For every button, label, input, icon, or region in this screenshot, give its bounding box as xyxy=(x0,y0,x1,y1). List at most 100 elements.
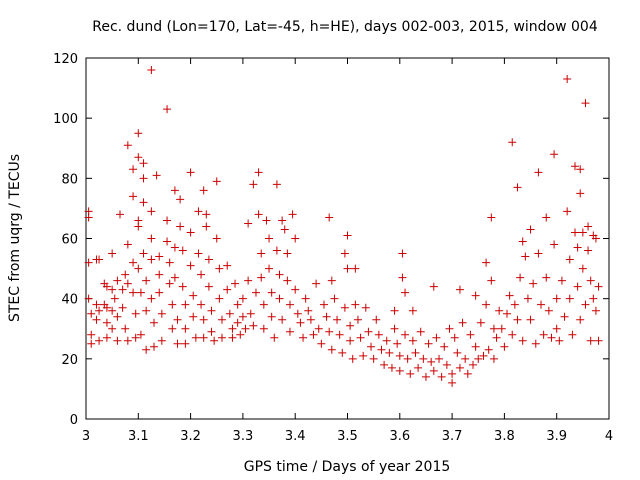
data-point xyxy=(435,355,443,363)
x-tick-label: 3.5 xyxy=(337,429,358,444)
data-point xyxy=(239,295,247,303)
data-point xyxy=(268,313,276,321)
data-point xyxy=(566,295,574,303)
data-point xyxy=(95,337,103,345)
data-point xyxy=(589,295,597,303)
y-tick-label: 80 xyxy=(61,172,78,187)
data-point xyxy=(155,253,163,261)
data-point xyxy=(584,222,592,230)
data-point xyxy=(147,207,155,215)
data-point xyxy=(537,301,545,309)
data-point xyxy=(179,283,187,291)
data-point xyxy=(134,153,142,161)
data-point xyxy=(425,340,433,348)
data-point xyxy=(349,355,357,363)
data-point xyxy=(323,313,331,321)
data-point xyxy=(328,346,336,354)
data-point xyxy=(464,370,472,378)
data-point xyxy=(171,244,179,252)
data-point xyxy=(571,228,579,236)
data-point xyxy=(453,349,461,357)
data-point xyxy=(550,241,558,249)
data-point xyxy=(372,316,380,324)
data-point xyxy=(205,283,213,291)
data-point xyxy=(341,304,349,312)
data-point xyxy=(456,364,464,372)
data-point xyxy=(134,222,142,230)
data-point xyxy=(215,295,223,303)
data-point xyxy=(438,373,446,381)
data-point xyxy=(179,247,187,255)
x-tick-label: 3.4 xyxy=(285,429,306,444)
data-point xyxy=(247,310,255,318)
data-point xyxy=(283,277,291,285)
data-point xyxy=(242,325,250,333)
data-point xyxy=(121,271,129,279)
data-point xyxy=(383,337,391,345)
data-point xyxy=(320,301,328,309)
data-point xyxy=(283,250,291,258)
data-point xyxy=(129,289,137,297)
data-point xyxy=(213,235,221,243)
data-point xyxy=(503,310,511,318)
x-tick-label: 3.6 xyxy=(389,429,410,444)
data-point xyxy=(268,289,276,297)
data-point xyxy=(223,262,231,270)
data-point xyxy=(208,328,216,336)
data-point xyxy=(174,340,182,348)
data-point xyxy=(129,259,137,267)
data-point xyxy=(289,210,297,218)
data-point xyxy=(498,325,506,333)
data-point xyxy=(124,337,132,345)
data-point xyxy=(346,337,354,345)
data-point xyxy=(330,295,338,303)
data-point xyxy=(490,355,498,363)
data-point xyxy=(411,349,419,357)
y-tick-label: 120 xyxy=(53,52,78,67)
data-point xyxy=(158,310,166,318)
data-point xyxy=(398,250,406,258)
data-point xyxy=(563,75,571,83)
data-point xyxy=(477,319,485,327)
data-point xyxy=(500,343,508,351)
data-point xyxy=(576,189,584,197)
data-point xyxy=(328,277,336,285)
data-point xyxy=(409,307,417,315)
data-point xyxy=(171,274,179,282)
data-point xyxy=(260,325,268,333)
data-point xyxy=(566,256,574,264)
data-point xyxy=(555,337,563,345)
data-point xyxy=(354,316,362,324)
data-point xyxy=(487,213,495,221)
data-point xyxy=(587,277,595,285)
data-point xyxy=(155,271,163,279)
data-point xyxy=(140,250,148,258)
data-point xyxy=(197,271,205,279)
data-point xyxy=(417,328,425,336)
data-point xyxy=(513,183,521,191)
data-point xyxy=(574,283,582,291)
data-point xyxy=(388,364,396,372)
x-tick-label: 3.3 xyxy=(233,429,254,444)
data-point xyxy=(202,222,210,230)
data-point xyxy=(401,289,409,297)
data-point xyxy=(168,325,176,333)
data-point xyxy=(451,334,459,342)
data-point xyxy=(103,334,111,342)
data-point xyxy=(244,277,252,285)
data-point xyxy=(134,129,142,137)
data-point xyxy=(113,277,121,285)
data-point xyxy=(351,301,359,309)
data-point xyxy=(440,343,448,351)
data-point xyxy=(448,379,456,387)
data-point xyxy=(200,186,208,194)
data-point xyxy=(579,265,587,273)
data-point xyxy=(396,352,404,360)
data-point xyxy=(255,168,263,176)
data-point xyxy=(234,319,242,327)
chart-title: Rec. dund (Lon=170, Lat=-45, h=HE), days… xyxy=(92,19,598,35)
data-point xyxy=(171,186,179,194)
data-point xyxy=(527,225,535,233)
data-point xyxy=(281,225,289,233)
data-point xyxy=(163,216,171,224)
